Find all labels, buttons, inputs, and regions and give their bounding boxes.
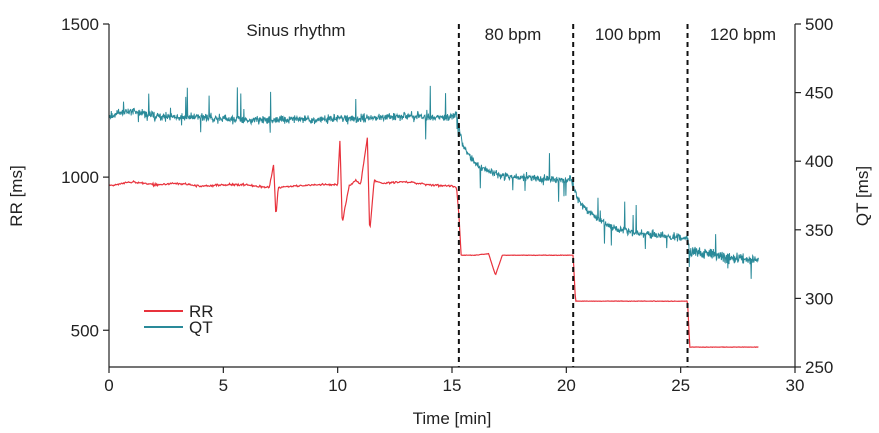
x-tick-label: 20 [557, 376, 576, 395]
x-tick-label: 30 [786, 376, 805, 395]
series-rr-line [108, 137, 759, 349]
y-left-tick-label: 1500 [61, 15, 99, 34]
section-label-80bpm: 80 bpm [485, 25, 542, 44]
axis-titles: Time [min] RR [ms] QT [ms] [7, 165, 872, 428]
y-left-tick-label: 1000 [61, 168, 99, 187]
series-traces [108, 85, 759, 349]
y-right-tick-label: 500 [805, 15, 833, 34]
y-right-tick-label: 350 [805, 221, 833, 240]
section-labels: Sinus rhythm 80 bpm 100 bpm 120 bpm [246, 21, 776, 44]
legend-label-rr: RR [189, 302, 214, 321]
x-tick-label: 15 [443, 376, 462, 395]
y-right-axis-title: QT [ms] [853, 166, 872, 226]
y-right-tick-label: 250 [805, 358, 833, 377]
x-tick-label: 25 [671, 376, 690, 395]
x-tick-label: 10 [328, 376, 347, 395]
y-right-tick-label: 450 [805, 84, 833, 103]
x-tick-label: 0 [104, 376, 113, 395]
y-right-tick-label: 300 [805, 289, 833, 308]
x-tick-label: 5 [219, 376, 228, 395]
section-label-120bpm: 120 bpm [710, 25, 776, 44]
x-axis-title: Time [min] [413, 409, 492, 428]
pacing-dividers [457, 24, 689, 367]
series-qt-line [108, 85, 759, 279]
axis-ticks: 0 5 10 15 20 25 30 500 1000 1500 250 300 350 400 450 50… [61, 15, 833, 395]
y-right-tick-label: 400 [805, 152, 833, 171]
y-left-axis-title: RR [ms] [7, 165, 26, 226]
section-label-100bpm: 100 bpm [595, 25, 661, 44]
legend: RR QT [144, 302, 214, 337]
legend-label-qt: QT [189, 318, 213, 337]
y-left-tick-label: 500 [71, 321, 99, 340]
section-label-sinus: Sinus rhythm [246, 21, 345, 40]
